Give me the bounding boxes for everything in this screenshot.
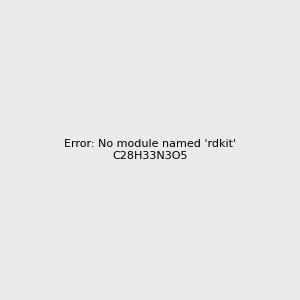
Text: Error: No module named 'rdkit'
C28H33N3O5: Error: No module named 'rdkit' C28H33N3O… — [64, 139, 236, 161]
